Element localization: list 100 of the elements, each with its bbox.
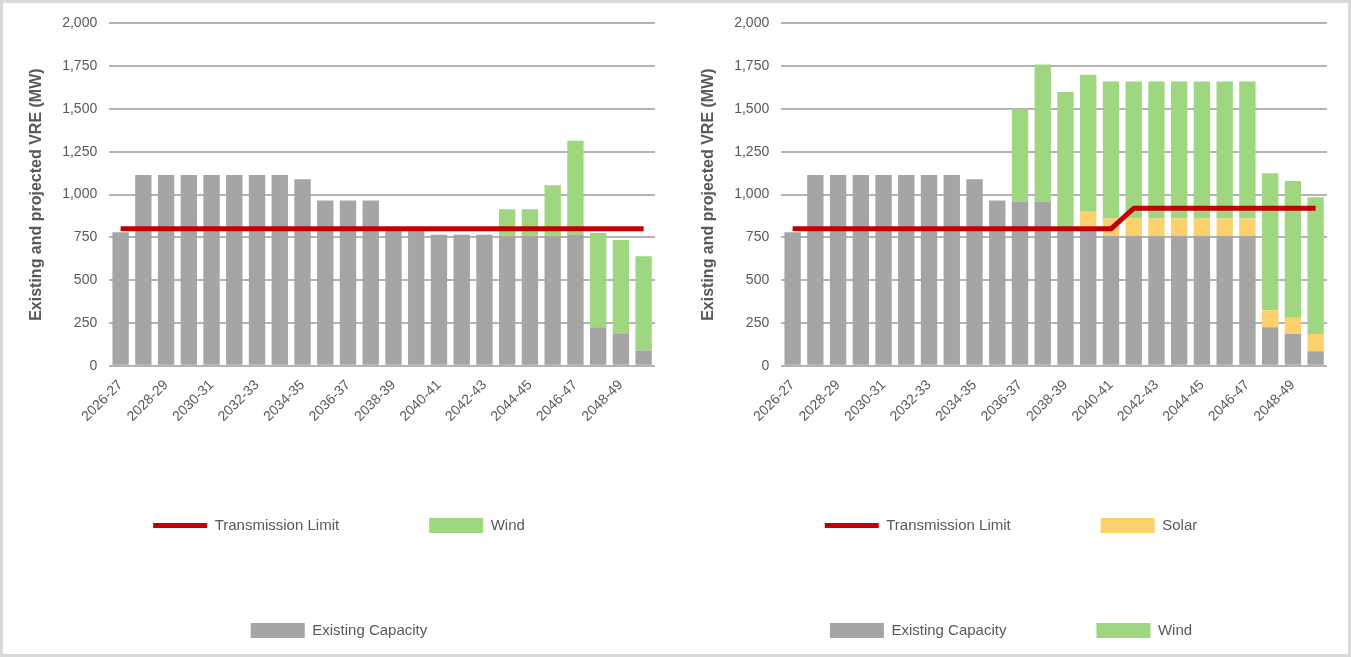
bar <box>829 174 847 365</box>
y-tick-label: 1,250 <box>734 142 770 159</box>
bar <box>612 239 630 335</box>
bar <box>589 327 607 365</box>
bar <box>1216 218 1233 236</box>
legend-label: Wind <box>490 515 525 533</box>
bar <box>180 174 198 365</box>
bar <box>157 174 175 365</box>
bar <box>1171 235 1188 365</box>
y-tick-label: 250 <box>745 313 770 330</box>
bar <box>1080 74 1097 212</box>
bar <box>1148 81 1165 219</box>
bar <box>1034 201 1051 365</box>
bar <box>1102 235 1120 365</box>
y-tick-label: 1,750 <box>734 57 770 74</box>
bar <box>1261 173 1279 311</box>
bar <box>271 174 288 365</box>
bar <box>920 174 938 365</box>
bar <box>567 234 584 365</box>
bar <box>635 350 652 365</box>
legend-label: Existing Capacity <box>312 620 428 638</box>
y-tick-label: 500 <box>745 271 770 288</box>
bar <box>339 200 357 365</box>
bar <box>1057 91 1074 229</box>
bar <box>1307 351 1324 365</box>
bar <box>1148 218 1165 236</box>
bar <box>1284 317 1302 335</box>
bar <box>1239 235 1256 365</box>
bar <box>430 234 448 365</box>
bar <box>1239 218 1256 236</box>
bar <box>362 200 379 365</box>
bar <box>499 235 516 365</box>
bar <box>1034 64 1051 202</box>
y-tick-label: 750 <box>745 228 770 245</box>
bar <box>1125 235 1142 365</box>
bar <box>453 234 470 365</box>
y-tick-label: 2,000 <box>62 14 98 31</box>
bar <box>294 179 311 365</box>
bar <box>1261 327 1279 365</box>
bar <box>612 334 630 365</box>
bar <box>1171 218 1188 236</box>
bar <box>1011 109 1029 202</box>
bar <box>521 235 539 365</box>
bar <box>1080 228 1097 365</box>
bar <box>635 256 652 351</box>
bar <box>1125 81 1142 219</box>
bar <box>1193 235 1211 365</box>
bar <box>226 174 243 365</box>
y-tick-label: 1,750 <box>62 57 98 74</box>
bar <box>567 140 584 235</box>
bar <box>544 235 561 365</box>
bar <box>248 174 266 365</box>
bar <box>408 228 425 365</box>
bar <box>1284 180 1302 318</box>
y-tick-label: 1,250 <box>62 142 98 159</box>
bar <box>1307 334 1324 352</box>
bar <box>875 174 892 365</box>
bar <box>1239 81 1256 219</box>
y-tick-label: 1,500 <box>62 99 98 116</box>
y-axis-title: Existing and projected VRE (MW) <box>699 68 717 321</box>
bar <box>1148 235 1165 365</box>
bar <box>943 174 960 365</box>
bar <box>476 234 493 365</box>
y-tick-label: 0 <box>89 356 98 373</box>
bar <box>1102 81 1120 219</box>
bar <box>898 174 915 365</box>
bar <box>966 179 983 365</box>
bar <box>1193 218 1211 236</box>
y-tick-label: 1,000 <box>734 185 770 202</box>
bar <box>544 185 561 236</box>
bar <box>1011 201 1029 365</box>
bar <box>1125 218 1142 236</box>
bar <box>1171 81 1188 219</box>
bar <box>1216 81 1233 219</box>
bar <box>385 228 402 365</box>
bar <box>589 233 607 328</box>
bar <box>989 200 1006 365</box>
legend-label: Transmission Limit <box>886 515 1012 533</box>
bar <box>807 174 824 365</box>
bar <box>135 174 152 365</box>
bar <box>852 174 870 365</box>
y-tick-label: 250 <box>73 313 98 330</box>
bar <box>1261 310 1279 328</box>
legend-label: Wind <box>1157 620 1193 638</box>
legend-label: Existing Capacity <box>891 620 1007 638</box>
y-axis-title: Existing and projected VRE (MW) <box>27 68 45 321</box>
bar <box>784 232 801 365</box>
legend-label: Transmission Limit <box>214 515 340 533</box>
bar <box>1193 81 1211 219</box>
legend-label: Solar <box>1162 515 1198 533</box>
y-tick-label: 500 <box>73 271 98 288</box>
bar <box>112 232 129 365</box>
y-tick-label: 2,000 <box>734 14 770 31</box>
y-tick-label: 1,500 <box>734 99 770 116</box>
y-tick-label: 0 <box>761 356 770 373</box>
y-tick-label: 1,000 <box>62 185 98 202</box>
bar <box>317 200 334 365</box>
bar <box>1216 235 1233 365</box>
bar <box>1284 334 1302 365</box>
bar <box>1057 228 1074 365</box>
